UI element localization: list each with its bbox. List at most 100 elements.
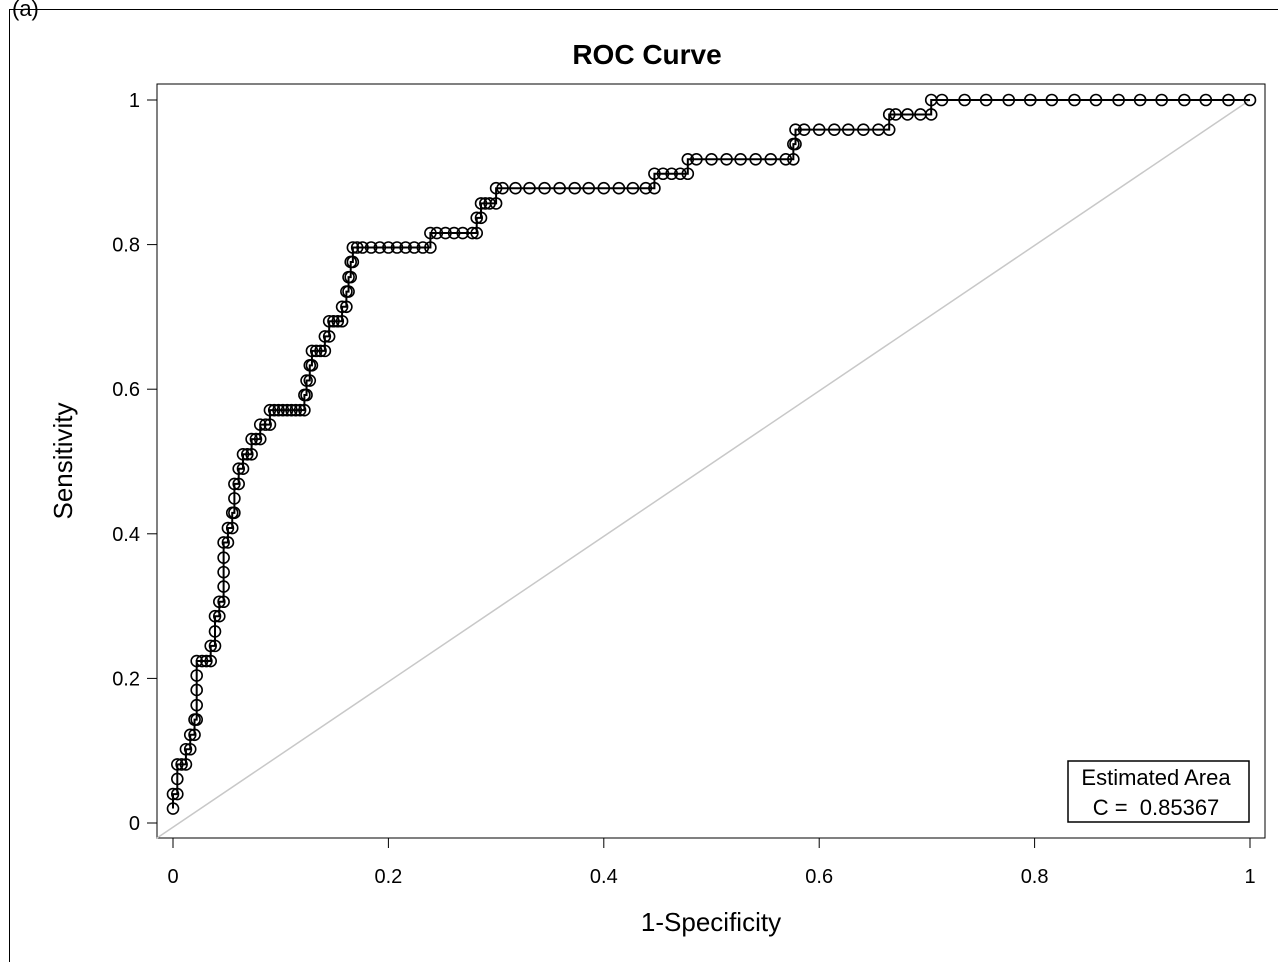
roc-point (612, 181, 626, 195)
y-tick-label: 0 (129, 813, 140, 835)
roc-point (681, 152, 695, 166)
roc-point (331, 314, 345, 328)
roc-point (217, 565, 230, 579)
roc-point (314, 344, 327, 358)
roc-point (568, 181, 582, 195)
roc-point (232, 477, 245, 491)
roc-point (466, 226, 479, 240)
roc-point (648, 167, 661, 181)
roc-point (1112, 93, 1125, 107)
roc-point (300, 388, 313, 402)
roc-point (171, 758, 184, 771)
roc-point (346, 241, 360, 254)
roc-point (335, 314, 349, 328)
roc-point (166, 787, 180, 801)
roc-point (245, 432, 258, 446)
roc-point (496, 181, 509, 195)
roc-point (344, 270, 358, 284)
roc-point (764, 152, 778, 166)
y-tick-label: 0.6 (112, 379, 140, 401)
roc-point (183, 728, 197, 742)
roc-point (483, 197, 496, 210)
roc-point (285, 403, 298, 417)
roc-point (298, 403, 311, 417)
roc-point (305, 359, 319, 372)
roc-point (217, 595, 230, 609)
chart-title: ROC Curve (572, 39, 721, 70)
roc-point (217, 580, 230, 593)
roc-point (208, 609, 222, 623)
roc-point (489, 181, 503, 195)
x-tick-label: 0.4 (590, 866, 618, 888)
y-tick-label: 0.2 (112, 668, 140, 690)
roc-point (318, 344, 332, 358)
roc-point (509, 181, 522, 195)
roc-point (318, 330, 332, 343)
roc-point (289, 403, 303, 417)
roc-point (901, 108, 914, 121)
roc-point (889, 108, 902, 121)
roc-point (179, 742, 193, 756)
roc-point (665, 167, 678, 181)
roc-point (424, 226, 437, 240)
roc-point (356, 241, 369, 254)
roc-point (430, 226, 444, 240)
roc-point (190, 683, 203, 697)
roc-point (190, 654, 203, 668)
roc-point (249, 432, 263, 446)
x-axis-title: 1-Specificity (641, 907, 781, 937)
roc-point (204, 639, 217, 653)
roc-point (538, 181, 551, 195)
roc-point (322, 330, 336, 343)
roc-point (293, 403, 307, 417)
roc-point (789, 123, 802, 136)
roc-point (882, 108, 896, 121)
roc-point (280, 403, 294, 417)
roc-point (300, 374, 313, 387)
roc-point (734, 152, 747, 166)
legend-title: Estimated Area (1081, 765, 1231, 790)
roc-point (217, 551, 230, 564)
roc-point (204, 654, 217, 668)
roc-point (228, 492, 241, 505)
roc-point (327, 314, 340, 328)
y-axis-title: Sensitivity (48, 402, 78, 519)
roc-point (195, 654, 209, 668)
legend-value: C = 0.85367 (1093, 795, 1220, 820)
roc-point (958, 93, 971, 107)
roc-point (245, 447, 258, 461)
roc-point (407, 241, 421, 254)
roc-point (797, 123, 811, 136)
roc-point (179, 758, 193, 771)
roc-point (228, 477, 241, 491)
roc-point (253, 432, 267, 446)
roc-point (190, 669, 203, 682)
roc-point (924, 108, 938, 121)
roc-point (342, 285, 355, 298)
roc-point (350, 241, 364, 254)
roc-point (190, 713, 203, 726)
roc-point (309, 344, 323, 358)
roc-curve-line (172, 99, 1250, 809)
y-tick-label: 0.4 (112, 524, 140, 546)
roc-point (447, 226, 461, 240)
roc-point (1199, 93, 1213, 107)
roc-point (456, 226, 470, 240)
roc-point (648, 181, 661, 195)
plot-area (156, 83, 1266, 839)
roc-point (276, 403, 290, 417)
roc-point (690, 152, 703, 166)
roc-point (340, 300, 353, 314)
roc-point (200, 654, 213, 668)
roc-point (857, 123, 870, 136)
figure-frame: (a) (9, 0, 1278, 962)
roc-point (827, 123, 841, 136)
x-axis-ticks: 0 0.2 0.4 0.6 0.8 1 (167, 838, 1256, 888)
roc-point (236, 447, 250, 461)
roc-point (789, 137, 802, 151)
roc-point (322, 314, 336, 328)
y-axis-ticks: 0 0.2 0.4 0.6 0.8 1 (112, 90, 157, 835)
roc-point (626, 181, 640, 195)
roc-point (373, 241, 387, 254)
roc-point (582, 181, 596, 195)
